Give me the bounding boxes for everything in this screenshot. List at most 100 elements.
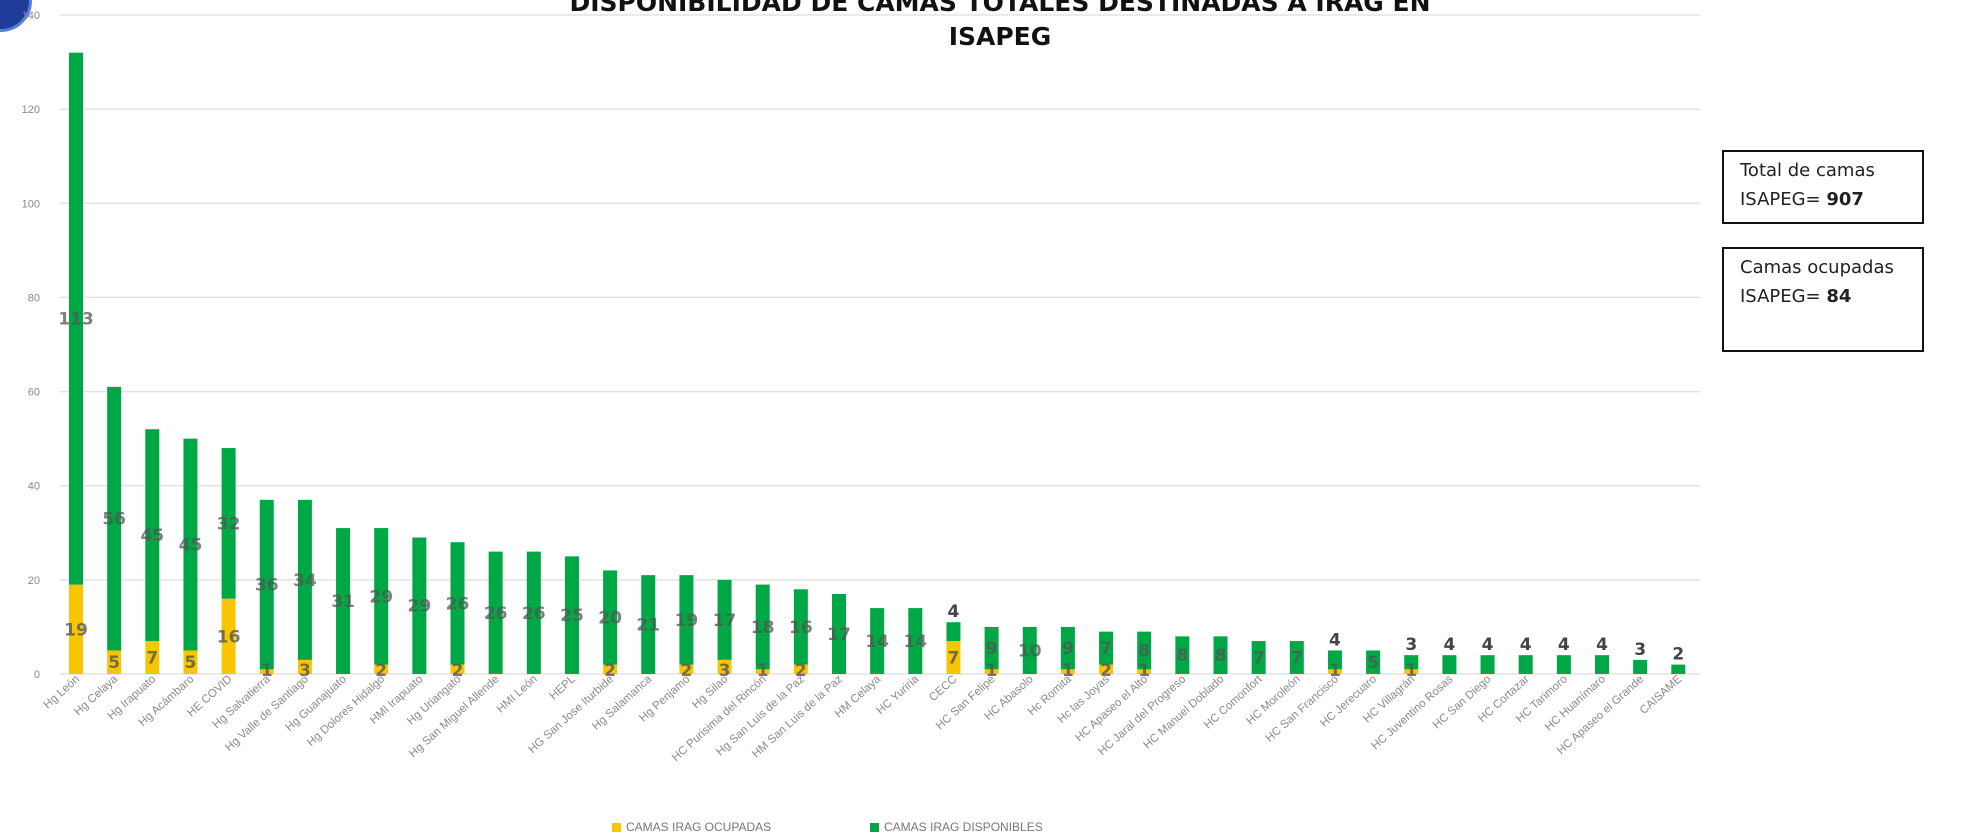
bar-available <box>1099 631 1114 665</box>
data-label-available: 45 <box>140 526 164 546</box>
bar-available <box>488 551 503 674</box>
data-label-available: 20 <box>598 609 622 629</box>
y-tick-label: 60 <box>28 387 40 399</box>
data-label-available: 18 <box>751 618 775 638</box>
y-tick-label: 120 <box>22 104 40 116</box>
bar-occupied <box>107 650 122 674</box>
bar-available <box>1404 655 1419 670</box>
data-label-available: 45 <box>179 536 203 556</box>
bar-occupied <box>1137 669 1152 674</box>
bar-available <box>1289 641 1304 674</box>
data-label-occupied: 2 <box>1100 661 1112 681</box>
bar-available <box>145 429 160 642</box>
data-label-occupied: 5 <box>185 653 197 673</box>
occupied-beds-label: Camas ocupadas ISAPEG= <box>1740 257 1894 307</box>
data-label-available: 113 <box>58 310 94 330</box>
data-label-available: 16 <box>789 618 813 638</box>
data-label-occupied: 1 <box>1138 661 1150 681</box>
data-label-occupied: 2 <box>452 661 464 681</box>
y-tick-label: 20 <box>28 575 40 587</box>
data-label-available: 3 <box>1405 635 1417 655</box>
data-label-available: 36 <box>255 576 279 596</box>
bar-available <box>603 570 618 665</box>
data-label-available: 4 <box>1443 635 1455 655</box>
y-tick-label: 100 <box>22 198 40 210</box>
y-axis-ticks: 0 20 40 60 80 100 120 140 <box>22 10 40 681</box>
data-label-available: 34 <box>293 571 317 591</box>
x-tick-label: CAISAME <box>1638 673 1685 717</box>
x-tick-label: HC San Francisco <box>1264 673 1341 744</box>
data-label-available: 26 <box>522 604 546 624</box>
bar-available <box>1251 641 1266 674</box>
bar-available <box>336 528 351 674</box>
chart-title: DISPONIBILIDAD DE CAMAS TOTALES DESTINAD… <box>380 0 1620 54</box>
bar-available <box>69 52 83 585</box>
y-tick-label: 40 <box>28 481 40 493</box>
legend-available: CAMAS IRAG DISPONIBLES <box>870 820 1043 834</box>
bar-available <box>1175 636 1190 674</box>
data-label-available: 56 <box>102 510 126 530</box>
legend-swatch-available <box>870 822 879 832</box>
bar-occupied <box>1404 669 1419 674</box>
data-label-available: 32 <box>217 514 241 534</box>
legend-label-available: CAMAS IRAG DISPONIBLES <box>884 820 1043 834</box>
x-tick-label: CECC <box>927 673 959 704</box>
data-label-occupied: 1 <box>986 661 998 681</box>
bar-available <box>1480 655 1495 674</box>
data-label-occupied: 1 <box>1405 661 1417 681</box>
bar-occupied <box>793 664 808 674</box>
bar-available <box>679 575 694 665</box>
bar-available <box>450 542 465 665</box>
data-label-occupied: 1 <box>261 661 273 681</box>
bar-occupied <box>984 669 999 674</box>
data-label-occupied: 2 <box>795 661 807 681</box>
occupied-beds-box: Camas ocupadas ISAPEG= 84 <box>1722 247 1924 352</box>
data-label-available: 2 <box>1672 645 1684 665</box>
bar-occupied <box>1060 669 1075 674</box>
bar-available <box>755 584 770 670</box>
bar-available <box>1671 664 1686 674</box>
bar-occupied <box>374 664 389 674</box>
bar-occupied <box>145 641 160 674</box>
occupied-beds-value: 84 <box>1826 286 1852 307</box>
bar-available <box>1556 655 1571 674</box>
bar-available <box>1518 655 1533 674</box>
bar-available <box>984 626 999 670</box>
data-label-available: 8 <box>1138 641 1150 661</box>
bar-occupied <box>450 664 465 674</box>
data-label-available: 4 <box>1329 630 1341 650</box>
data-label-available: 5 <box>1367 653 1379 673</box>
data-label-available: 4 <box>1520 635 1532 655</box>
x-tick-label: HC Yuriria <box>874 673 921 717</box>
data-label-occupied: 7 <box>948 649 960 669</box>
data-label-available: 7 <box>1253 649 1265 669</box>
data-label-occupied: 3 <box>299 661 311 681</box>
data-label-available: 17 <box>713 611 737 631</box>
data-label-available: 7 <box>1100 639 1112 659</box>
bar-occupied <box>603 664 618 674</box>
x-tick-label: HC Apaseo el Alto <box>1073 673 1150 744</box>
bar-occupied <box>1327 669 1342 674</box>
data-label-occupied: 2 <box>375 661 387 681</box>
bar-available <box>107 386 122 651</box>
data-label-available: 3 <box>1634 640 1646 660</box>
chart-title-line1: DISPONIBILIDAD DE CAMAS TOTALES DESTINAD… <box>569 0 1431 17</box>
data-label-occupied: 7 <box>146 649 158 669</box>
data-label-available: 21 <box>636 616 660 636</box>
data-label-occupied: 2 <box>604 661 616 681</box>
data-label-available: 26 <box>484 604 508 624</box>
bar-occupied <box>183 650 198 674</box>
bar-available <box>1595 655 1609 674</box>
data-label-available: 19 <box>675 611 699 631</box>
bar-available <box>1442 655 1457 674</box>
bar-occupied <box>69 584 83 674</box>
total-beds-label: Total de camas ISAPEG= <box>1740 160 1875 210</box>
data-label-available: 31 <box>331 592 355 612</box>
data-label-available: 26 <box>446 594 470 614</box>
data-label-available: 17 <box>827 625 851 645</box>
data-label-available: 7 <box>1291 649 1303 669</box>
bar-available <box>717 579 732 660</box>
bar-available <box>221 448 236 599</box>
